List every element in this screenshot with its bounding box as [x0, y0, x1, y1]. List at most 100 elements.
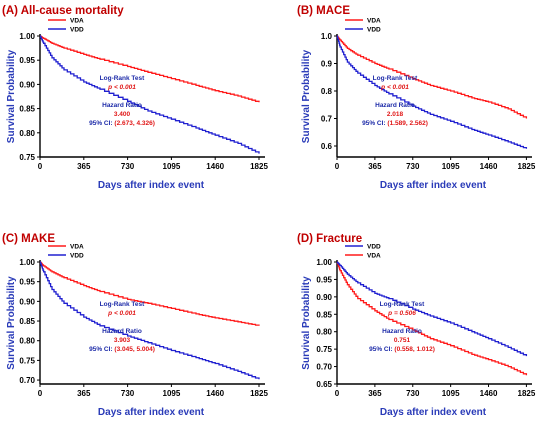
hazard-ratio-label: Hazard Ratio [102, 102, 142, 109]
y-axis-label: Survival Probability [6, 276, 17, 370]
y-axis-label: Survival Probability [6, 49, 17, 143]
x-axis-label: Days after index event [380, 407, 487, 418]
legend-label-vda: VDA [367, 18, 381, 25]
x-tick-label: 1460 [206, 162, 224, 171]
y-tick-label: 0.70 [19, 376, 35, 385]
p-value: p < 0.001 [380, 84, 409, 91]
p-value: p = 0.506 [387, 310, 416, 317]
y-tick-label: 0.65 [316, 380, 332, 389]
y-tick-label: 0.80 [316, 328, 332, 337]
y-tick-label: 0.90 [19, 297, 35, 306]
hazard-ratio-value: 3.400 [114, 111, 131, 118]
series-line-vda [336, 261, 528, 376]
x-axis-label: Days after index event [98, 407, 205, 418]
legend-label-vda: VDA [367, 253, 381, 260]
x-tick-label: 1095 [163, 162, 181, 171]
series-line-vdd [39, 261, 260, 380]
y-tick-label: 0.80 [19, 129, 35, 138]
y-tick-label: 1.00 [19, 258, 35, 267]
ci-value: (0.558, 1.012) [394, 346, 434, 353]
p-value: p < 0.001 [107, 310, 136, 317]
x-axis-label: Days after index event [380, 180, 487, 191]
panel-d: (D) Fracture 0.65 0.70 0.75 0.80 0.85 0.90 0.95… [297, 233, 536, 418]
y-tick-label: 0.95 [316, 275, 332, 284]
hazard-ratio-label: Hazard Ratio [382, 328, 422, 335]
y-tick-label: 0.75 [316, 345, 332, 354]
legend-label-vdd: VDD [367, 27, 381, 34]
logrank-label: Log-Rank Test [373, 75, 418, 82]
ci-prefix: 95% CI: [89, 346, 114, 353]
x-tick-label: 730 [121, 389, 135, 398]
ci-value: (2.673, 4.326) [114, 120, 154, 127]
y-tick-label: 0.70 [316, 363, 332, 372]
series-line-vda [336, 35, 528, 119]
y-tick-label: 0.95 [19, 278, 35, 287]
x-tick-label: 1460 [480, 389, 498, 398]
x-tick-label: 1825 [250, 389, 268, 398]
x-tick-label: 730 [406, 162, 420, 171]
logrank-label: Log-Rank Test [380, 301, 425, 308]
panel-a: (A) All-cause mortality 0.75 0.80 0.85 0.90 0… [2, 5, 268, 191]
panel-title: (B) MACE [297, 5, 350, 17]
x-tick-label: 0 [38, 162, 43, 171]
x-tick-label: 365 [77, 389, 91, 398]
x-tick-label: 730 [406, 389, 420, 398]
p-value: p < 0.001 [107, 84, 136, 91]
legend-label-vdd: VDD [70, 27, 84, 34]
y-tick-label: 0.85 [316, 310, 332, 319]
x-tick-label: 1095 [442, 162, 460, 171]
y-tick-label: 0.7 [321, 115, 333, 124]
x-tick-label: 365 [368, 389, 382, 398]
legend-label-vda: VDA [70, 18, 84, 25]
y-tick-label: 1.00 [19, 32, 35, 41]
panel-b: (B) MACE 0.6 0.7 0.8 0.9 1.0 0 365 730 1095 1460 18… [297, 5, 536, 191]
y-tick-label: 0.95 [19, 56, 35, 65]
y-axis-label: Survival Probability [301, 49, 312, 143]
x-tick-label: 0 [335, 389, 340, 398]
hazard-ratio-value: 2.018 [387, 111, 404, 118]
hazard-ratio-label: Hazard Ratio [102, 328, 142, 335]
y-tick-label: 0.80 [19, 337, 35, 346]
x-tick-label: 1825 [518, 389, 536, 398]
y-tick-label: 0.6 [321, 142, 333, 151]
series-line-vda [39, 261, 260, 326]
confidence-interval: 95% CI: (2.673, 4.326) [89, 120, 155, 127]
legend-label-vdd: VDD [367, 244, 381, 251]
ci-prefix: 95% CI: [89, 120, 114, 127]
x-tick-label: 730 [121, 162, 135, 171]
y-tick-label: 0.9 [321, 60, 333, 69]
hazard-ratio-value: 3.903 [114, 337, 131, 344]
logrank-label: Log-Rank Test [100, 75, 145, 82]
x-tick-label: 1825 [518, 162, 536, 171]
y-tick-label: 1.0 [321, 32, 333, 41]
x-tick-label: 1095 [442, 389, 460, 398]
confidence-interval: 95% CI: (0.558, 1.012) [369, 346, 435, 353]
x-tick-label: 1095 [163, 389, 181, 398]
series-line-vdd [39, 35, 260, 154]
y-tick-label: 0.75 [19, 356, 35, 365]
x-tick-label: 365 [368, 162, 382, 171]
x-tick-label: 365 [77, 162, 91, 171]
x-tick-label: 1825 [250, 162, 268, 171]
confidence-interval: 95% CI: (3.045, 5.004) [89, 346, 155, 353]
ci-prefix: 95% CI: [362, 120, 387, 127]
hazard-ratio-value: 0.751 [394, 337, 411, 344]
y-tick-label: 0.85 [19, 317, 35, 326]
legend-label-vdd: VDD [70, 253, 84, 260]
panel-title: (D) Fracture [297, 233, 362, 245]
y-tick-label: 0.90 [316, 293, 332, 302]
y-tick-label: 1.00 [316, 258, 332, 267]
x-tick-label: 1460 [206, 389, 224, 398]
x-tick-label: 1460 [480, 162, 498, 171]
panel-title: (A) All-cause mortality [2, 5, 124, 17]
series-line-vdd [336, 261, 528, 357]
panel-title: (C) MAKE [2, 233, 55, 245]
y-tick-label: 0.85 [19, 105, 35, 114]
x-axis-label: Days after index event [98, 180, 205, 191]
ci-value: (1.589, 2.562) [387, 120, 427, 127]
series-line-vdd [336, 35, 528, 149]
ci-value: (3.045, 5.004) [114, 346, 154, 353]
x-tick-label: 0 [335, 162, 340, 171]
y-axis-label: Survival Probability [301, 276, 312, 370]
